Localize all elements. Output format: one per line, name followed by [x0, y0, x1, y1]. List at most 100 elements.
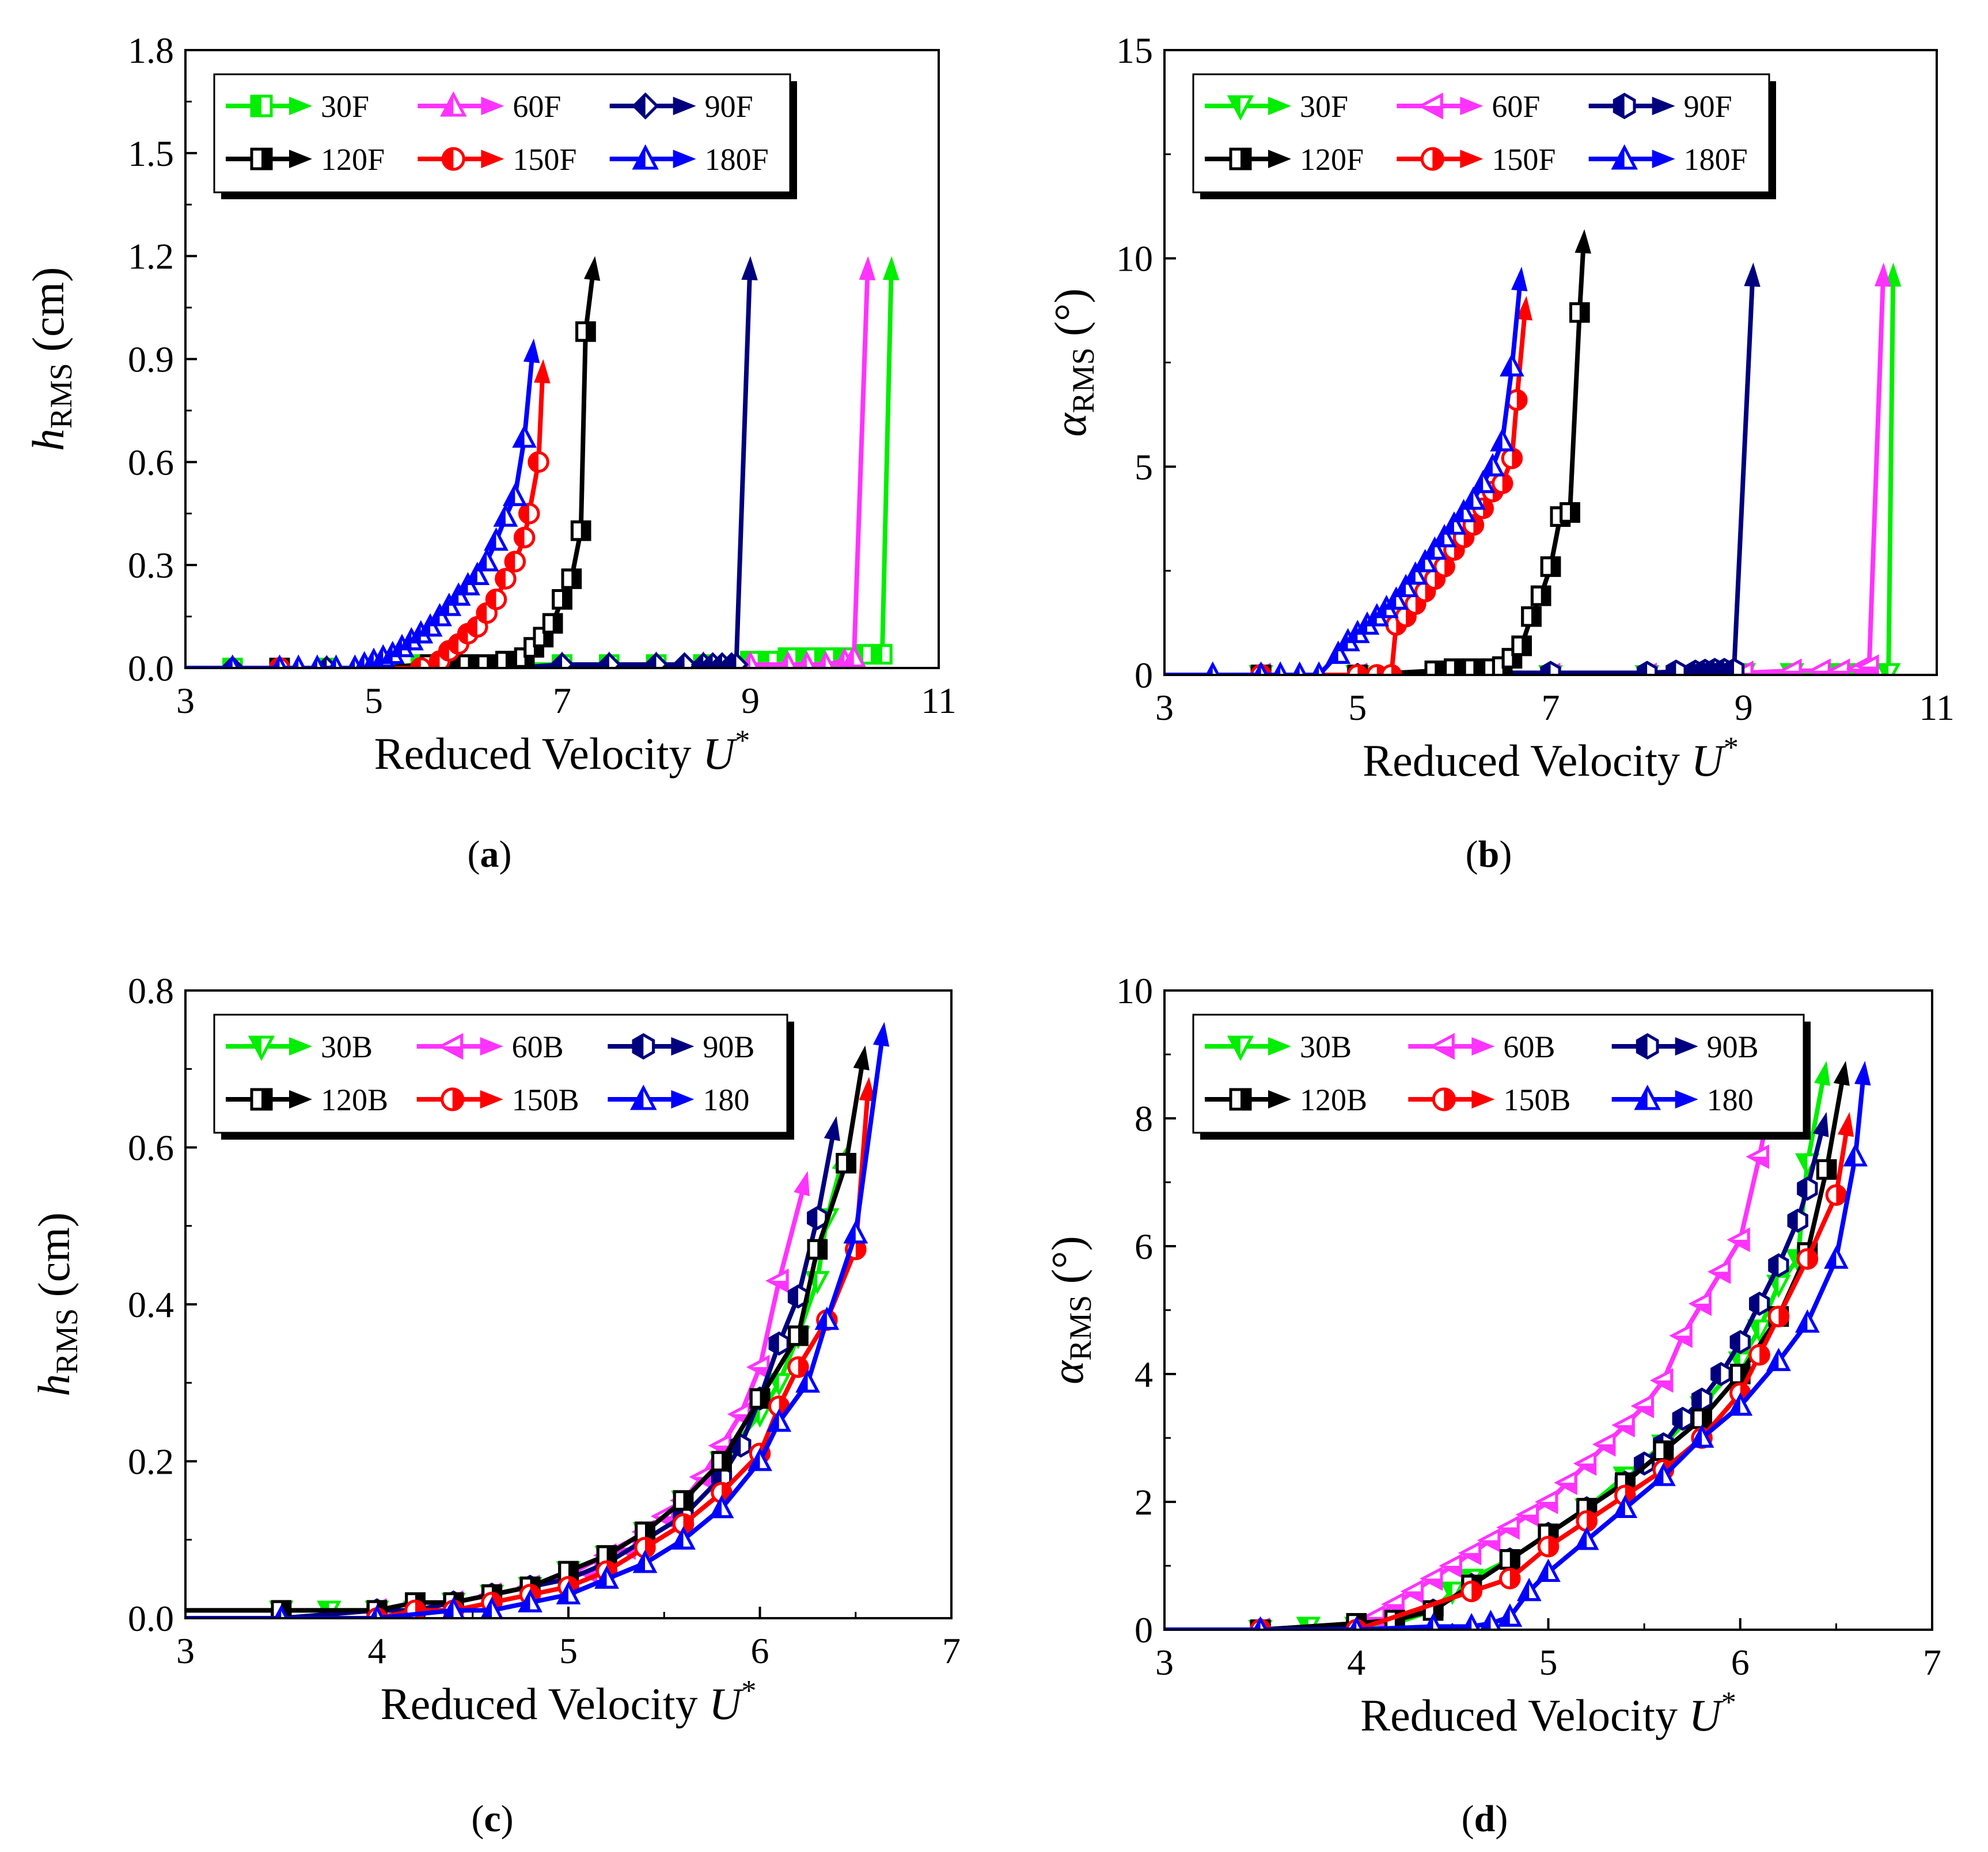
- data-point-120B-10: [673, 1490, 694, 1511]
- data-point-180F-6: [1326, 640, 1350, 664]
- data-point-120F-15: [575, 321, 596, 342]
- y-tick-label: 0.2: [128, 1441, 174, 1482]
- legend-entry-90B: 90B: [608, 1030, 754, 1064]
- data-point-150B-4: [1499, 1568, 1521, 1589]
- legend-box: [213, 1014, 788, 1134]
- arrowhead-30F: [883, 256, 900, 280]
- chart-panel-b: 3 5 7 9 11 0 5 10 15 30F 60F 90F 120F 150F 180F Reduced…: [1045, 30, 1955, 875]
- legend-label: 90B: [703, 1030, 754, 1064]
- legend-marker: [248, 1035, 275, 1061]
- legend-arrow: [1652, 97, 1675, 115]
- data-point-60B-16: [1611, 1413, 1635, 1438]
- data-point-60F-8: [1807, 658, 1831, 675]
- series-line-60B: [185, 1191, 805, 1618]
- panel-label: (b): [1466, 833, 1512, 875]
- legend-marker: [1611, 144, 1638, 170]
- data-point-180F-22: [1480, 453, 1505, 477]
- x-tick-label: 4: [368, 1630, 386, 1671]
- legend-arrow: [673, 150, 696, 168]
- legend-marker: [1227, 95, 1254, 121]
- data-point-180-6: [556, 1581, 581, 1605]
- data-point-120B-15: [836, 1153, 856, 1174]
- legend-arrow: [289, 1037, 312, 1056]
- y-tick-label: 0: [1135, 1610, 1153, 1650]
- legend-marker: [632, 92, 659, 120]
- data-point-120F-14: [570, 520, 591, 541]
- data-point-60B-4: [1381, 1592, 1405, 1616]
- data-point-120F-14: [1560, 502, 1580, 523]
- data-point-60F-13: [778, 651, 797, 668]
- data-point-180F-21: [1470, 469, 1496, 494]
- legend-marker: [440, 91, 467, 117]
- legend-marker: [1227, 1035, 1254, 1061]
- data-point-90B-15: [1749, 1292, 1770, 1316]
- data-point-120B-11: [711, 1451, 732, 1472]
- data-point-120F-4: [1444, 658, 1465, 675]
- y-tick-label: 1.2: [128, 236, 174, 277]
- y-tick-label: 0.6: [128, 442, 174, 483]
- data-point-90B-14: [768, 1331, 790, 1356]
- series-line-120B: [185, 1066, 864, 1613]
- series-line-180F: [1164, 288, 1522, 675]
- data-point-90B-13: [1710, 1362, 1732, 1386]
- legend-marker: [1229, 1088, 1252, 1111]
- legend-entry-180: 180: [1611, 1083, 1754, 1117]
- data-point-180F-12: [1384, 586, 1409, 610]
- legend-label: 150F: [513, 142, 576, 177]
- y-axis-label: hRMS (cm): [23, 267, 78, 451]
- data-point-180F-20: [1461, 486, 1486, 510]
- legend-label: 120F: [1300, 142, 1364, 177]
- legend-arrow: [481, 150, 504, 168]
- data-point-30B-15: [1747, 1319, 1772, 1343]
- legend-arrow: [1675, 1037, 1698, 1056]
- legend-arrow: [671, 1090, 695, 1109]
- data-point-60B-15: [1592, 1432, 1616, 1457]
- legend-marker: [632, 1033, 655, 1060]
- legend-entry-180: 180: [608, 1083, 749, 1117]
- data-point-180-9: [1574, 1527, 1599, 1550]
- data-point-120F-5: [457, 654, 479, 668]
- data-point-120F-6: [476, 654, 498, 668]
- legend-marker: [1432, 1087, 1456, 1111]
- data-point-180F-19: [465, 561, 490, 585]
- data-point-150B-12: [1767, 1305, 1790, 1327]
- legend-arrow: [1268, 97, 1291, 115]
- data-point-90F-10: [643, 652, 669, 668]
- data-point-180F-24: [1500, 353, 1524, 377]
- legend-entry-60B: 60B: [1408, 1030, 1555, 1064]
- data-point-180-12: [767, 1409, 791, 1432]
- legend-arrow: [1268, 1037, 1291, 1056]
- legend-entry-120F: 120F: [1205, 142, 1364, 177]
- legend-entry-60F: 60F: [1397, 89, 1540, 124]
- data-point-90B-18: [1797, 1177, 1818, 1201]
- data-point-120F-12: [1540, 556, 1561, 577]
- series-180F: [185, 338, 540, 668]
- data-point-150B-3: [1460, 1580, 1482, 1603]
- arrowhead-120B: [853, 1045, 870, 1071]
- data-point-60F-15: [815, 651, 835, 668]
- panel-label: (d): [1462, 1798, 1508, 1840]
- x-tick-label: 6: [751, 1630, 769, 1671]
- legend-label: 180F: [1684, 142, 1748, 177]
- legend-box: [1192, 1014, 1805, 1134]
- x-tick-label: 7: [1542, 687, 1560, 728]
- series-line-90F: [1164, 284, 1755, 675]
- data-point-60F-7: [1778, 658, 1802, 675]
- series-150F: [185, 359, 551, 668]
- y-tick-label: 0.4: [128, 1284, 174, 1325]
- data-point-90B-11: [1672, 1406, 1693, 1431]
- data-point-60B-14: [1573, 1451, 1597, 1476]
- legend-label: 90F: [705, 89, 753, 124]
- data-point-90F-9: [597, 652, 622, 668]
- data-point-180-10: [1613, 1494, 1638, 1519]
- x-tick-label: 9: [1735, 687, 1753, 728]
- data-point-150F-11: [495, 568, 517, 590]
- arrowhead-180: [1854, 1061, 1871, 1086]
- legend-arrow: [1675, 1090, 1698, 1109]
- data-point-60F-17: [841, 644, 867, 667]
- legend-label: 150F: [1492, 142, 1556, 177]
- legend-entry-150B: 150B: [1408, 1083, 1570, 1117]
- legend-arrow: [1471, 1090, 1495, 1109]
- arrowhead-90B: [824, 1116, 840, 1141]
- legend-marker: [250, 1088, 273, 1111]
